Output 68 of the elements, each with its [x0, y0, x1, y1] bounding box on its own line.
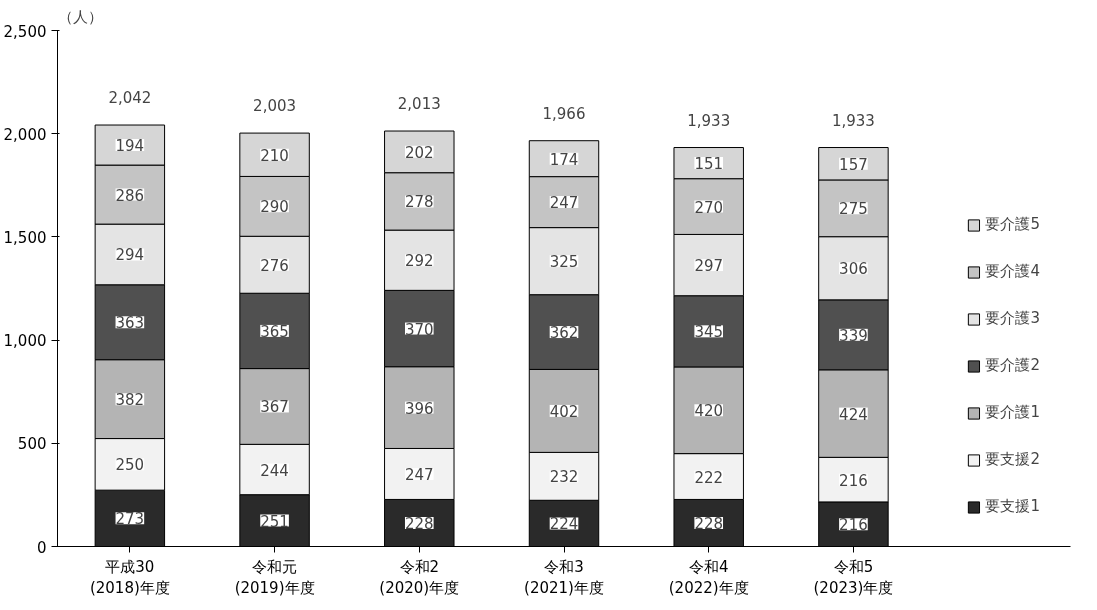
x-tick-label: 平成30 (2018)年度: [89, 557, 170, 598]
data-label: 362: [549, 324, 579, 343]
y-tick-label: 1,000: [3, 332, 47, 351]
data-label: 224: [549, 515, 579, 534]
data-label: 216: [839, 516, 868, 535]
data-label: 210: [260, 146, 289, 165]
legend-label: 要介護4: [985, 262, 1040, 281]
data-label: 228: [694, 514, 724, 533]
x-tick-label: 令和4 (2022)年度: [668, 557, 749, 598]
data-label: 222: [694, 468, 724, 487]
y-tick-label: 1,500: [3, 228, 47, 247]
data-label: 402: [549, 402, 579, 421]
x-tick-label: 令和3 (2021)年度: [524, 557, 604, 598]
data-label: 370: [404, 320, 434, 339]
data-label: 294: [115, 246, 145, 265]
data-label: 232: [549, 468, 579, 487]
data-label: 325: [549, 253, 579, 272]
data-label: 247: [404, 465, 434, 484]
data-label: 278: [404, 193, 434, 212]
data-label: 382: [115, 391, 145, 410]
data-label: 194: [115, 137, 145, 156]
x-tick-label: 令和元 (2019)年度: [234, 557, 315, 598]
total-label: 1,933: [831, 111, 875, 130]
legend-label: 要介護3: [985, 309, 1040, 328]
data-label: 424: [839, 405, 868, 424]
y-tick-label: 0: [36, 538, 47, 557]
legend-label: 要介護2: [985, 356, 1040, 375]
total-label: 1,933: [687, 111, 731, 130]
data-label: 306: [839, 260, 868, 279]
data-label: 174: [549, 150, 579, 169]
data-label: 251: [260, 512, 289, 531]
data-label: 151: [694, 155, 724, 174]
data-label: 270: [694, 198, 724, 217]
data-label: 363: [115, 314, 145, 333]
data-label: 276: [260, 256, 289, 275]
total-label: 2,003: [253, 97, 297, 116]
data-label: 244: [260, 461, 289, 480]
data-label: 365: [260, 322, 289, 341]
y-tick-label: 2,000: [3, 125, 47, 144]
data-label: 286: [115, 186, 145, 205]
data-label: 157: [839, 155, 868, 174]
data-label: 292: [404, 252, 434, 271]
data-label: 247: [549, 194, 579, 213]
x-tick-label: 令和5 (2023)年度: [813, 557, 894, 598]
data-label: 228: [404, 514, 434, 533]
data-label: 367: [260, 398, 289, 417]
total-label: 2,013: [397, 95, 441, 114]
data-label: 216: [839, 471, 868, 490]
x-tick-label: 令和2 (2020)年度: [379, 557, 460, 598]
data-label: 250: [115, 456, 145, 475]
data-label: 297: [694, 257, 724, 276]
y-axis-title: （人）: [57, 7, 103, 26]
data-label: 202: [404, 143, 434, 162]
total-label: 1,966: [542, 104, 586, 123]
y-tick-label: 500: [17, 435, 47, 454]
legend-label: 要支援2: [985, 450, 1040, 469]
data-label: 290: [260, 198, 289, 217]
total-label: 2,042: [108, 89, 152, 108]
legend-label: 要介護5: [985, 215, 1040, 234]
data-label: 396: [404, 399, 434, 418]
legend-label: 要介護1: [985, 403, 1040, 422]
data-label: 420: [694, 402, 724, 421]
data-label: 339: [839, 326, 868, 345]
y-tick-label: 2,500: [3, 22, 47, 41]
data-label: 275: [839, 200, 868, 219]
data-label: 345: [694, 323, 724, 342]
legend-label: 要支援1: [985, 497, 1040, 516]
data-label: 273: [115, 510, 145, 529]
